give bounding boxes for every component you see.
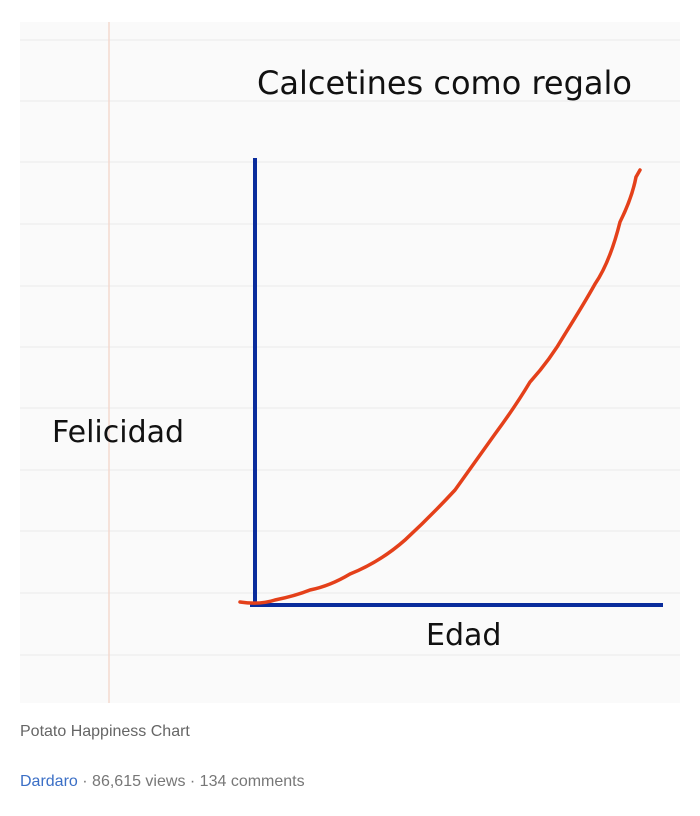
comments-link[interactable]: 134 comments — [199, 773, 305, 790]
drawing — [20, 22, 680, 703]
y-axis-label: Felicidad — [52, 415, 185, 450]
separator: · — [82, 773, 88, 790]
x-axis-label: Edad — [426, 618, 502, 653]
views: 86,615 views — [92, 773, 186, 790]
caption: Potato Happiness Chart — [20, 723, 190, 740]
post-meta: Dardaro · 86,615 views · 134 comments — [20, 773, 305, 791]
happiness-curve — [238, 168, 642, 605]
author-link[interactable]: Dardaro — [20, 773, 78, 790]
separator: · — [189, 773, 196, 790]
post-image: Calcetines como regalo Felicidad Edad — [20, 22, 680, 703]
chart-title: Calcetines como regalo — [257, 64, 632, 102]
